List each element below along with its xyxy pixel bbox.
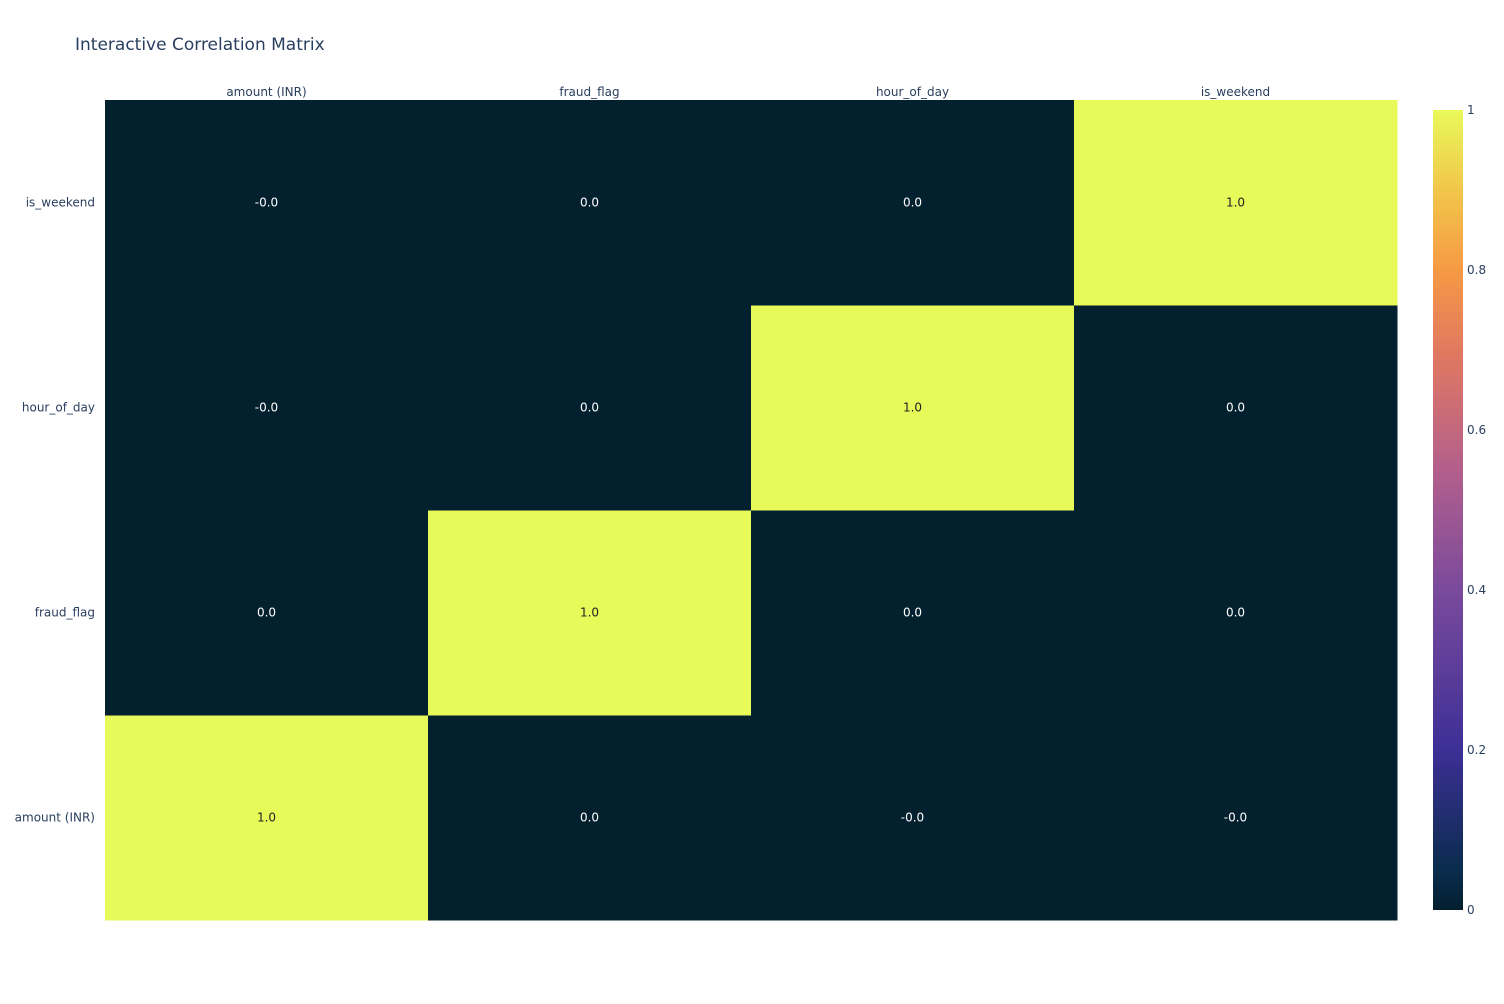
cell-value-label-3-3: 1.0	[1226, 196, 1245, 210]
y-axis-tick-labels: amount (INR) fraud_flag hour_of_day is_week…	[15, 196, 95, 825]
y-tick-label: amount (INR)	[15, 811, 95, 825]
cell-value-label-1-2: 0.0	[903, 606, 922, 620]
colorbar-tick-label: 1	[1467, 103, 1475, 117]
y-tick-label: hour_of_day	[22, 401, 95, 415]
cell-value-label-1-1: 1.0	[580, 606, 599, 620]
cell-value-label-2-1: 0.0	[580, 401, 599, 415]
cell-value-label-2-0: -0.0	[255, 401, 278, 415]
colorbar-tick-labels: 0 0.2 0.4 0.6 0.8 1	[1467, 103, 1486, 917]
cell-value-label-1-3: 0.0	[1226, 606, 1245, 620]
heatmap-cell-3-1[interactable]	[428, 100, 752, 306]
cell-value-label-0-1: 0.0	[580, 811, 599, 825]
heatmap-cells	[105, 100, 1398, 921]
heatmap-cell-2-3[interactable]	[1074, 305, 1398, 511]
cell-value-label-2-3: 0.0	[1226, 401, 1245, 415]
heatmap-cell-2-2[interactable]	[751, 305, 1075, 511]
colorbar-tick-label: 0.2	[1467, 743, 1486, 757]
colorbar-tick-label: 0.4	[1467, 583, 1486, 597]
heatmap-cell-2-0[interactable]	[105, 305, 429, 511]
heatmap-cell-1-3[interactable]	[1074, 510, 1398, 716]
cell-value-label-3-2: 0.0	[903, 196, 922, 210]
x-axis-tick-labels: amount (INR) fraud_flag hour_of_day is_week…	[226, 85, 1270, 99]
heatmap-cell-0-0[interactable]	[105, 715, 429, 921]
heatmap-cell-labels: 1.0 0.0 -0.0 -0.0 0.0 1.0 0.0 0.0 -0.0 0.0 1.0 0.0 -…	[255, 196, 1247, 825]
heatmap-cell-0-2[interactable]	[751, 715, 1075, 921]
heatmap-cell-2-1[interactable]	[428, 305, 752, 511]
chart-title: Interactive Correlation Matrix	[75, 35, 325, 55]
heatmap-cell-1-0[interactable]	[105, 510, 429, 716]
x-tick-label: fraud_flag	[559, 85, 619, 99]
colorbar-tick-label: 0.8	[1467, 263, 1486, 277]
colorbar-gradient	[1433, 110, 1463, 910]
colorbar-tick-label: 0.6	[1467, 423, 1486, 437]
cell-value-label-1-0: 0.0	[257, 606, 276, 620]
cell-value-label-0-0: 1.0	[257, 811, 276, 825]
heatmap-cell-1-1[interactable]	[428, 510, 752, 716]
cell-value-label-0-3: -0.0	[1224, 811, 1247, 825]
y-tick-label: fraud_flag	[35, 606, 95, 620]
y-tick-label: is_weekend	[26, 196, 95, 210]
cell-value-label-3-1: 0.0	[580, 196, 599, 210]
heatmap-cell-0-1[interactable]	[428, 715, 752, 921]
x-tick-label: hour_of_day	[876, 85, 949, 99]
x-tick-label: is_weekend	[1201, 85, 1270, 99]
heatmap-cell-1-2[interactable]	[751, 510, 1075, 716]
heatmap-cell-3-3[interactable]	[1074, 100, 1398, 306]
colorbar: 0 0.2 0.4 0.6 0.8 1	[1433, 103, 1486, 917]
heatmap-cell-0-3[interactable]	[1074, 715, 1398, 921]
cell-value-label-3-0: -0.0	[255, 196, 278, 210]
heatmap-cell-3-0[interactable]	[105, 100, 429, 306]
heatmap-cell-3-2[interactable]	[751, 100, 1075, 306]
x-tick-label: amount (INR)	[226, 85, 306, 99]
cell-value-label-0-2: -0.0	[901, 811, 924, 825]
cell-value-label-2-2: 1.0	[903, 401, 922, 415]
colorbar-tick-label: 0	[1467, 903, 1475, 917]
